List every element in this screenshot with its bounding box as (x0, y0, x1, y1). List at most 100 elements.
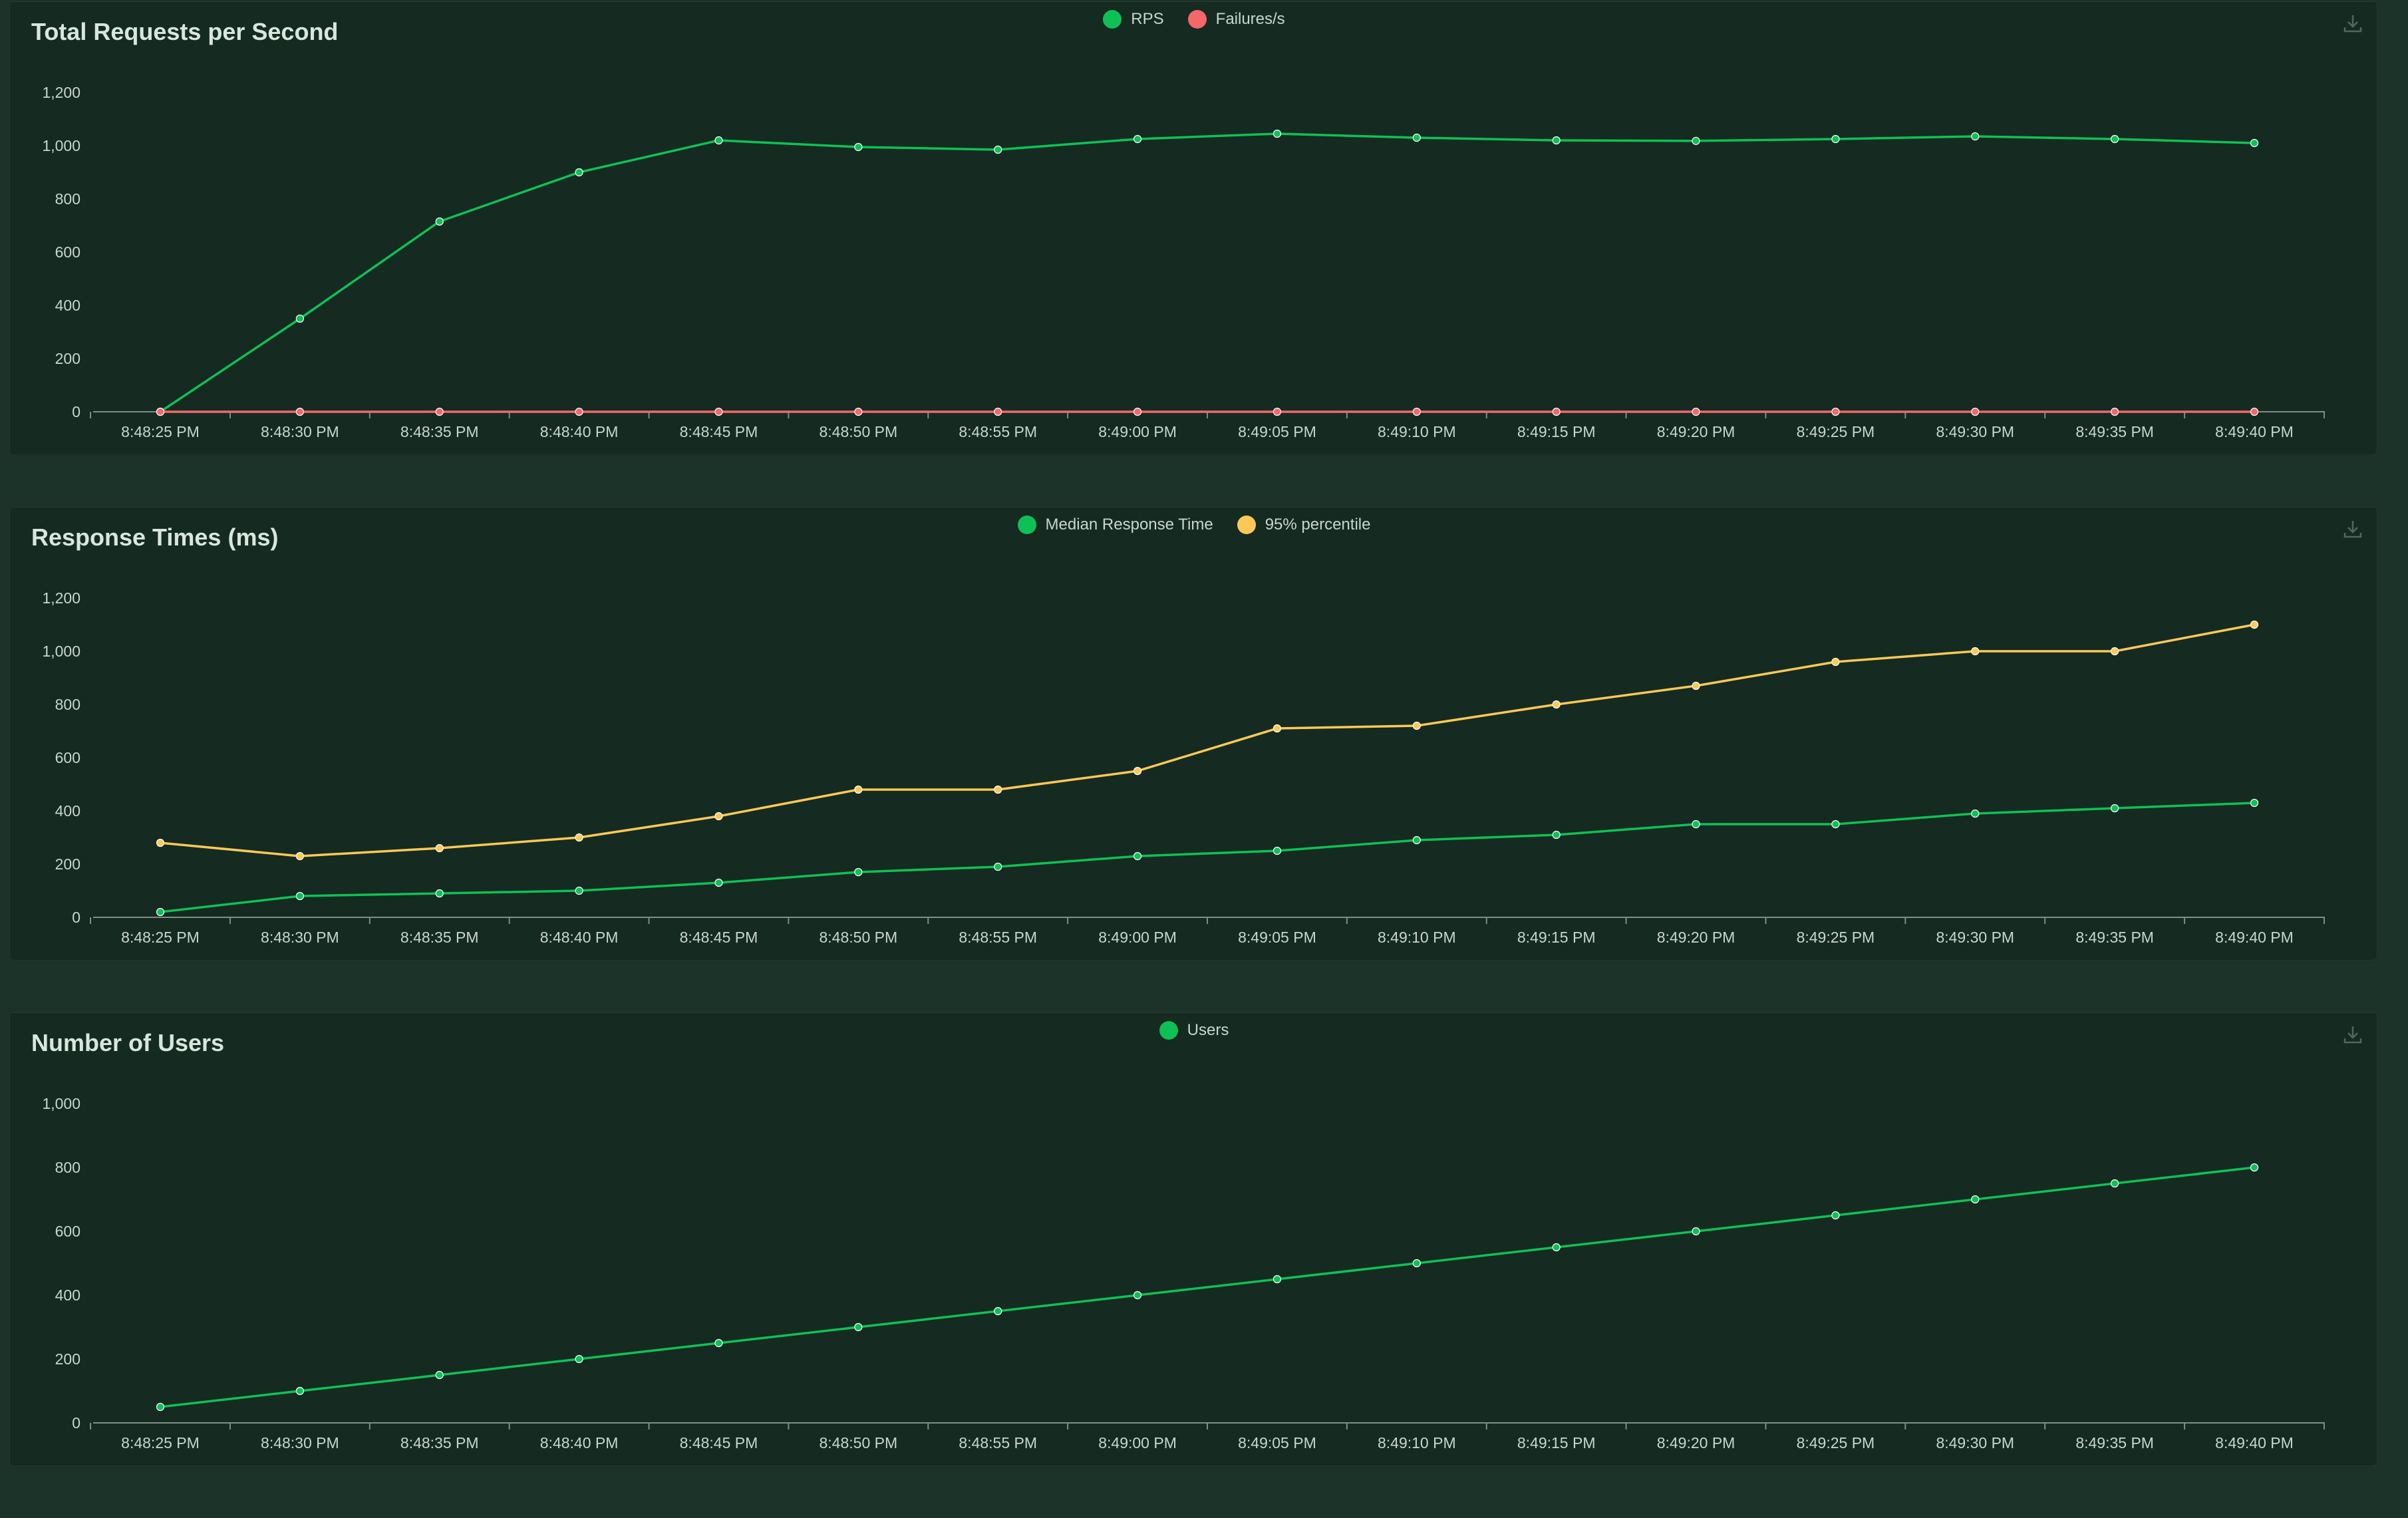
data-point (1412, 835, 1421, 845)
data-point (714, 407, 723, 416)
chart-plot: 8:48:25 PM 8:48:30 PM 8:48:35 PM 8:48:40 PM… (42, 1095, 2325, 1451)
legend-item-failures[interactable]: Failures/s (1187, 6, 1285, 33)
data-point (1552, 1243, 1561, 1252)
data-point (994, 407, 1002, 416)
x-tick-label: 8:48:55 PM (959, 929, 1037, 946)
download-icon[interactable] (2339, 516, 2366, 542)
y-tick-label: 1,000 (42, 1095, 80, 1112)
chart-panel-response-times: Response Times (ms) Median Response Time… (9, 507, 2377, 961)
data-point (1552, 407, 1561, 416)
x-tick-label: 8:49:25 PM (1797, 1434, 1875, 1451)
data-point (1831, 134, 1840, 144)
x-tick-label: 8:48:50 PM (820, 929, 898, 946)
x-tick-label: 8:48:40 PM (540, 929, 619, 946)
x-tick-label: 8:49:40 PM (2215, 423, 2294, 440)
download-icon[interactable] (2339, 10, 2366, 37)
data-point (1831, 820, 1840, 829)
x-tick-label: 8:48:25 PM (121, 1434, 200, 1451)
x-tick-label: 8:49:35 PM (2075, 1434, 2154, 1451)
chart-panel-users: Number of Users Users 8:48:25 PM 8:48:30 … (9, 1012, 2377, 1466)
data-point (1273, 846, 1282, 855)
data-point (1273, 1275, 1282, 1284)
data-point (1133, 134, 1142, 144)
y-tick-label: 200 (55, 1350, 80, 1368)
x-tick-label: 8:48:50 PM (820, 1434, 898, 1451)
data-point (295, 407, 304, 416)
data-point (854, 867, 863, 877)
download-icon[interactable] (2339, 1021, 2366, 1048)
data-point (295, 891, 304, 901)
legend-label: RPS (1131, 10, 1164, 28)
y-tick-label: 1,000 (42, 643, 80, 660)
y-tick-label: 0 (72, 403, 80, 420)
legend-dot (1159, 1021, 1178, 1040)
x-tick-label: 8:49:30 PM (1936, 929, 2014, 946)
x-tick-label: 8:49:30 PM (1936, 423, 2014, 440)
data-point (295, 314, 304, 323)
x-tick-label: 8:49:00 PM (1098, 423, 1177, 440)
data-point (2111, 1179, 2119, 1188)
data-point (435, 217, 444, 226)
data-point (1273, 129, 1282, 138)
x-tick-label: 8:49:30 PM (1936, 1434, 2014, 1451)
x-tick-label: 8:49:25 PM (1797, 929, 1875, 946)
data-point (1971, 647, 1980, 656)
data-point (575, 886, 583, 895)
x-tick-label: 8:49:05 PM (1238, 929, 1316, 946)
legend-item-rps[interactable]: RPS (1103, 6, 1164, 33)
x-tick-label: 8:48:40 PM (540, 1434, 619, 1451)
data-point (854, 1322, 863, 1332)
data-point (575, 833, 583, 842)
legend-item-95th[interactable]: 95% percentile (1237, 512, 1370, 538)
y-tick-label: 400 (55, 1287, 80, 1304)
data-point (994, 145, 1002, 154)
x-tick-label: 8:49:40 PM (2215, 1434, 2294, 1451)
data-point (1412, 721, 1421, 730)
data-point (156, 1402, 165, 1412)
data-point (1133, 766, 1142, 776)
data-point (854, 407, 863, 416)
x-tick-label: 8:48:55 PM (959, 423, 1037, 440)
data-point (575, 168, 583, 177)
y-tick-label: 400 (55, 802, 80, 820)
data-point (1692, 820, 1700, 829)
series-line (160, 1166, 2255, 1408)
data-point (1971, 132, 1980, 141)
series-line (160, 802, 2255, 913)
chart-legend: Median Response Time 95% percentile (10, 512, 2378, 538)
x-tick-label: 8:48:30 PM (261, 1434, 339, 1451)
data-point (295, 851, 304, 861)
legend-label: Failures/s (1215, 10, 1285, 28)
legend-item-users[interactable]: Users (1159, 1017, 1229, 1044)
data-point (435, 407, 444, 416)
legend-dot (1237, 516, 1256, 534)
data-point (1971, 407, 1980, 416)
data-point (854, 142, 863, 152)
data-point (2111, 134, 2119, 144)
x-tick-label: 8:48:50 PM (820, 423, 898, 440)
chart-legend: RPS Failures/s (10, 6, 2378, 33)
y-tick-label: 1,000 (42, 137, 80, 154)
data-point (1831, 407, 1840, 416)
chart-plot: 8:48:25 PM 8:48:30 PM 8:48:35 PM 8:48:40 PM… (42, 589, 2325, 946)
legend-item-median[interactable]: Median Response Time (1017, 512, 1213, 538)
legend-label: Users (1187, 1021, 1229, 1039)
data-point (156, 907, 165, 917)
data-point (2250, 138, 2259, 148)
x-tick-label: 8:48:45 PM (680, 423, 758, 440)
x-tick-label: 8:48:35 PM (400, 1434, 479, 1451)
x-tick-label: 8:49:10 PM (1378, 929, 1456, 946)
data-point (2250, 798, 2259, 808)
data-point (1831, 1211, 1840, 1220)
data-point (1552, 700, 1561, 709)
x-tick-label: 8:49:10 PM (1378, 1434, 1456, 1451)
data-point (295, 1386, 304, 1396)
data-point (714, 1338, 723, 1348)
x-tick-label: 8:48:30 PM (261, 423, 339, 440)
data-point (1692, 681, 1700, 690)
data-point (994, 785, 1002, 794)
x-tick-label: 8:49:00 PM (1098, 1434, 1177, 1451)
data-point (714, 136, 723, 145)
y-tick-label: 800 (55, 1159, 80, 1176)
x-tick-label: 8:49:15 PM (1517, 929, 1596, 946)
